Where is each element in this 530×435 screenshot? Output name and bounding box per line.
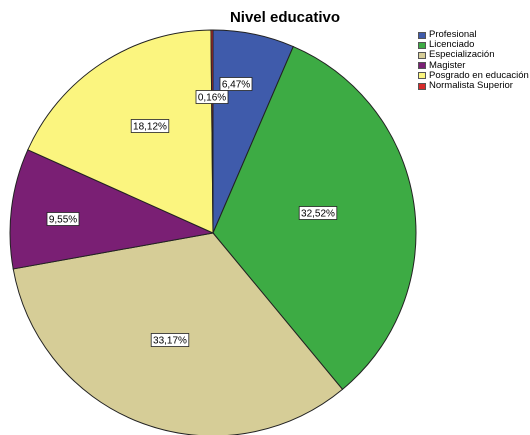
legend: Profesional Licenciado Especialización Magi… [418,29,529,92]
legend-swatch [418,41,426,49]
legend-item-posgrado-en-educacion: Posgrado en educación [418,69,529,81]
data-label-licenciado: 32,52% [298,206,338,220]
legend-label: Posgrado en educación [429,69,529,81]
legend-swatch [418,52,426,59]
data-label-profesional: 6,47% [219,77,253,91]
svg-text:18,12%: 18,12% [133,122,167,133]
legend-label: Normalista Superior [429,80,513,92]
legend-swatch [418,72,426,80]
legend-item-profesional: Profesional [418,29,529,40]
data-label-normalista-superior: 0,16% [195,90,229,104]
data-label-especializacion: 33,17% [150,333,190,347]
svg-text:0,16%: 0,16% [198,93,226,104]
legend-item-normalista-superior: Normalista Superior [418,80,529,92]
legend-label: Profesional [429,29,477,40]
pie-slice-normalista-superior [210,29,214,234]
chart-title: Nivel educativo [229,9,341,26]
legend-label: Especialización [429,49,495,61]
legend-item-licenciado: Licenciado [418,39,529,51]
legend-swatch [418,82,426,90]
pie-slice-posgrado-en-educacion [27,29,214,234]
svg-text:6,47%: 6,47% [222,80,250,91]
legend-label: Licenciado [429,39,475,51]
svg-text:33,17%: 33,17% [153,336,187,347]
legend-item-magister: Magister [418,59,529,71]
data-label-posgrado-en-educacion: 18,12% [130,119,170,133]
legend-item-especializacion: Especialización [418,50,529,60]
svg-text:32,52%: 32,52% [301,209,335,220]
legend-swatch [418,31,426,39]
legend-label: Magister [429,59,466,71]
data-label-magister: 9,55% [46,212,80,226]
legend-swatch [418,62,426,70]
pie-slice-magister [9,149,215,270]
svg-text:9,55%: 9,55% [49,215,77,226]
